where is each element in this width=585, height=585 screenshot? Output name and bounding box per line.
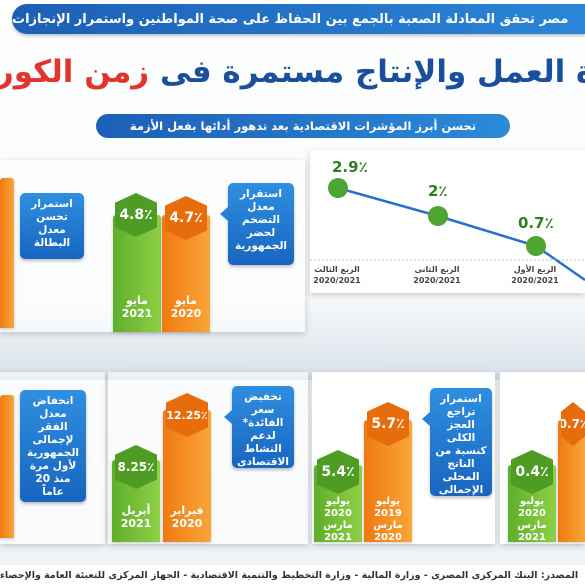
footer-sources: المصدر: البنك المركزى المصرى - وزارة الم…: [0, 565, 585, 585]
value-badge: 5.7٪: [367, 402, 409, 446]
bar-category-label: مايو 2020: [161, 294, 211, 320]
bar-category-label: يوليو 2020 مارس 2021: [507, 496, 557, 544]
subtitle-pill: تحسن أبرز المؤشرات الاقتصادية بعد تدهور …: [96, 114, 510, 138]
value-badge: 8.25٪: [115, 445, 157, 489]
line-value-label: 2.9٪: [332, 158, 368, 176]
category-text: مايو 2021: [121, 294, 153, 320]
data-point: [526, 236, 546, 256]
data-point: [428, 206, 448, 226]
bar-category-label: مايو 2021: [112, 294, 162, 320]
unemployment-bar: [0, 178, 14, 328]
line-chart-panel: 2.9٪ 2٪ 0.7٪ الربع الثالث 2020/2021 الرب…: [310, 150, 585, 293]
value-badge: 4.8٪: [115, 193, 157, 237]
line-tick-label: الربع الأول 2020/2021: [511, 265, 559, 285]
value-text: 4.8٪: [119, 207, 153, 223]
inflation-note-text: استقرار معدل التضخم لحضر الجمهورية: [234, 188, 288, 252]
value-badge: 5.4٪: [317, 450, 359, 494]
line-segment: [337, 186, 439, 218]
category-text: أبريل 2021: [120, 504, 152, 530]
category-text: فبراير 2020: [170, 504, 204, 530]
poverty-note-text: انخفاض معدل الفقر لإجمالى الجمهورية لأول…: [26, 395, 80, 498]
line-value-label: 0.7٪: [518, 214, 554, 232]
data-point: [328, 178, 348, 198]
category-text: يوليو 2020 مارس 2021: [517, 496, 547, 543]
category-text: يوليو 2020 مارس 2021: [323, 496, 353, 543]
main-title: مسيرة العمل والإنتاج مستمرة فى زمن الكور…: [0, 42, 585, 102]
inflation-note: استقرار معدل التضخم لحضر الجمهورية: [220, 183, 294, 265]
footer-sources-text: المصدر: البنك المركزى المصرى - وزارة الم…: [0, 569, 579, 581]
value-text: 8.25٪: [117, 460, 155, 474]
interest-note-text: تخفيض سعر الفائدة* لدعم النشاط الاقتصادى: [237, 391, 289, 468]
value-badge: 4.7٪: [165, 196, 207, 240]
value-badge: 0.7٪: [561, 402, 585, 446]
value-text: 0.4٪: [515, 464, 549, 480]
subtitle-text: تحسن أبرز المؤشرات الاقتصادية بعد تدهور …: [129, 119, 477, 133]
unemployment-note: استمرار تحسن معدل البطالة: [20, 193, 84, 259]
deficit-note-text: استمرار تراجع العجز الكلى كنسبة من النات…: [435, 393, 487, 496]
title-highlight-text: زمن الكورونا: [0, 54, 150, 90]
value-badge: 12.25٪: [166, 393, 208, 437]
value-text: 4.7٪: [169, 210, 203, 226]
unemployment-note-text: استمرار تحسن معدل البطالة: [31, 198, 73, 249]
line-tick-label: الربع الثالث 2020/2021: [313, 265, 361, 285]
line-segment: [437, 214, 537, 248]
interest-note: تخفيض سعر الفائدة* لدعم النشاط الاقتصادى: [224, 386, 294, 468]
bar-category-label: يوليو 2020 مارس 2021: [313, 496, 363, 544]
title-main-text: مسيرة العمل والإنتاج مستمرة فى: [159, 54, 585, 90]
bar-category-label: فبراير 2020: [162, 504, 212, 530]
top-banner: مصر تحقق المعادلة الصعبة بالجمع بين الحف…: [12, 4, 585, 34]
line-value-label: 2٪: [428, 182, 448, 200]
value-text: 0.7٪: [558, 417, 585, 431]
value-text: 5.4٪: [321, 464, 355, 480]
value-text: 5.7٪: [371, 416, 405, 432]
banner-text: مصر تحقق المعادلة الصعبة بالجمع بين الحف…: [12, 11, 569, 27]
bar-category-label: أبريل 2021: [111, 504, 161, 530]
deficit-note: استمرار تراجع العجز الكلى كنسبة من النات…: [422, 388, 492, 496]
poverty-bar: [0, 395, 14, 538]
value-badge: 0.4٪: [511, 450, 553, 494]
value-text: 12.25٪: [166, 408, 208, 422]
category-text: مايو 2020: [170, 294, 202, 320]
category-text: يوليو 2019 مارس 2020: [373, 496, 403, 543]
line-tick-label: الربع الثانى 2020/2021: [413, 265, 461, 285]
poverty-note: انخفاض معدل الفقر لإجمالى الجمهورية لأول…: [20, 390, 86, 502]
line-chart-svg: [310, 178, 585, 282]
bar-category-label: يوليو 2019 مارس 2020: [363, 496, 413, 544]
